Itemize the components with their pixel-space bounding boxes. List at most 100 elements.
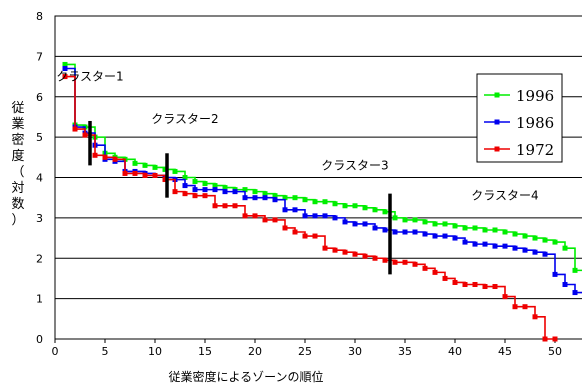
data-point — [572, 267, 578, 273]
data-point — [182, 191, 188, 197]
data-point — [162, 166, 168, 172]
data-point — [552, 271, 558, 277]
legend-box — [476, 73, 563, 163]
data-point — [562, 245, 568, 251]
legend-item-1996: 1996 — [484, 87, 554, 105]
data-point — [272, 193, 278, 199]
data-point — [432, 233, 438, 239]
legend-label: 1972 — [516, 141, 554, 159]
data-point — [442, 233, 448, 239]
data-point — [262, 195, 268, 201]
x-tick-label: 15 — [198, 345, 212, 358]
data-point — [492, 284, 498, 290]
data-point — [502, 243, 508, 249]
data-point — [442, 275, 448, 281]
data-point — [442, 221, 448, 227]
data-point — [282, 195, 288, 201]
data-point — [312, 199, 318, 205]
data-point — [382, 257, 388, 263]
data-point — [182, 175, 188, 180]
data-point — [522, 233, 528, 239]
data-point — [222, 203, 228, 209]
data-point — [522, 304, 528, 310]
data-point — [492, 243, 498, 249]
data-point — [332, 201, 338, 207]
x-tick-label: 40 — [448, 345, 462, 358]
data-point — [132, 160, 138, 166]
y-tick-label: 0 — [36, 333, 43, 346]
data-point — [402, 217, 408, 223]
y-tick-label: 6 — [36, 91, 43, 104]
data-point — [412, 217, 418, 223]
data-point — [192, 187, 198, 193]
data-point — [542, 251, 548, 257]
data-point — [452, 279, 458, 285]
y-tick-label: 7 — [36, 50, 43, 63]
x-tick-label: 45 — [498, 345, 512, 358]
data-point — [372, 255, 378, 261]
x-tick-labels: 0 5 10 15 20 25 30 35 40 45 50 — [52, 339, 562, 358]
data-point — [342, 219, 348, 225]
data-point — [232, 189, 238, 195]
cluster-label: クラスター1 — [56, 70, 123, 84]
data-point — [332, 247, 338, 253]
data-point — [62, 61, 68, 67]
data-point — [532, 235, 538, 241]
data-point — [542, 237, 548, 243]
data-point — [422, 231, 428, 237]
data-point — [482, 284, 488, 290]
data-point — [62, 74, 68, 80]
data-point — [252, 213, 258, 219]
data-point — [522, 247, 528, 253]
data-point — [122, 170, 128, 176]
data-point — [332, 215, 338, 221]
data-point — [502, 229, 508, 235]
data-point — [342, 203, 348, 209]
data-point — [92, 152, 98, 158]
data-point — [192, 179, 198, 185]
data-point — [322, 213, 328, 219]
y-tick-label: 3 — [36, 212, 43, 225]
data-point — [212, 203, 218, 209]
data-point — [512, 231, 518, 237]
data-point — [102, 154, 108, 160]
data-point — [402, 229, 408, 235]
data-point — [372, 207, 378, 213]
legend-marker — [494, 146, 500, 152]
data-point — [482, 241, 488, 247]
data-point — [342, 249, 348, 255]
data-point — [232, 203, 238, 209]
data-point — [212, 187, 218, 193]
data-point — [162, 177, 168, 183]
data-point — [82, 132, 88, 138]
x-tick-label: 20 — [248, 345, 262, 358]
cluster-label: クラスター4 — [471, 189, 538, 203]
data-point — [142, 172, 148, 178]
data-point — [72, 126, 78, 132]
data-point — [302, 233, 308, 239]
legend: 1996 1986 1972 — [476, 73, 563, 163]
data-point — [512, 304, 518, 310]
y-tick-labels: 0 1 2 3 4 5 6 7 8 — [36, 10, 43, 346]
data-point — [492, 227, 498, 233]
data-point — [532, 249, 538, 255]
data-point — [252, 195, 258, 201]
legend-item-1986: 1986 — [484, 114, 554, 132]
data-point — [532, 314, 538, 320]
x-tick-label: 5 — [102, 345, 109, 358]
data-point — [472, 241, 478, 247]
gridlines — [55, 15, 582, 340]
data-point — [452, 235, 458, 241]
legend-marker — [494, 119, 500, 125]
y-axis-label: 従業密度（対数） — [11, 101, 24, 228]
data-point — [272, 217, 278, 223]
data-point — [262, 191, 268, 197]
cluster-label: クラスター3 — [321, 158, 388, 172]
y-tick-label: 1 — [36, 293, 43, 306]
data-point — [552, 336, 558, 342]
data-point — [202, 187, 208, 193]
data-point — [242, 213, 248, 219]
data-point — [482, 227, 488, 233]
data-point — [262, 217, 268, 223]
data-point — [562, 281, 568, 287]
